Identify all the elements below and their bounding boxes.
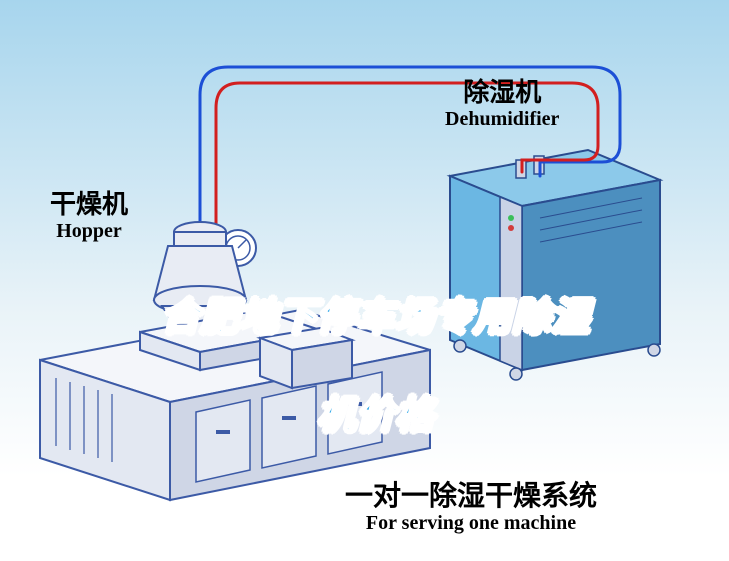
label-dryer-en: Hopper: [50, 220, 128, 243]
label-dehumidifier: 除湿机 Dehumidifier: [445, 78, 559, 131]
label-dehumidifier-cn: 除湿机: [445, 78, 559, 108]
label-dryer: 干燥机 Hopper: [50, 190, 128, 243]
overlay-title: 合肥地下停车场专用除湿 机价格: [138, 243, 590, 439]
label-system-en: For serving one machine: [345, 512, 597, 535]
overlay-title-line2: 机价格: [318, 395, 435, 437]
label-dryer-cn: 干燥机: [50, 190, 128, 220]
label-system: 一对一除湿干燥系统 For serving one machine: [345, 480, 597, 535]
label-system-cn: 一对一除湿干燥系统: [345, 480, 597, 512]
overlay-title-line1: 合肥地下停车场专用除湿: [162, 297, 591, 339]
label-dehumidifier-en: Dehumidifier: [445, 108, 559, 131]
